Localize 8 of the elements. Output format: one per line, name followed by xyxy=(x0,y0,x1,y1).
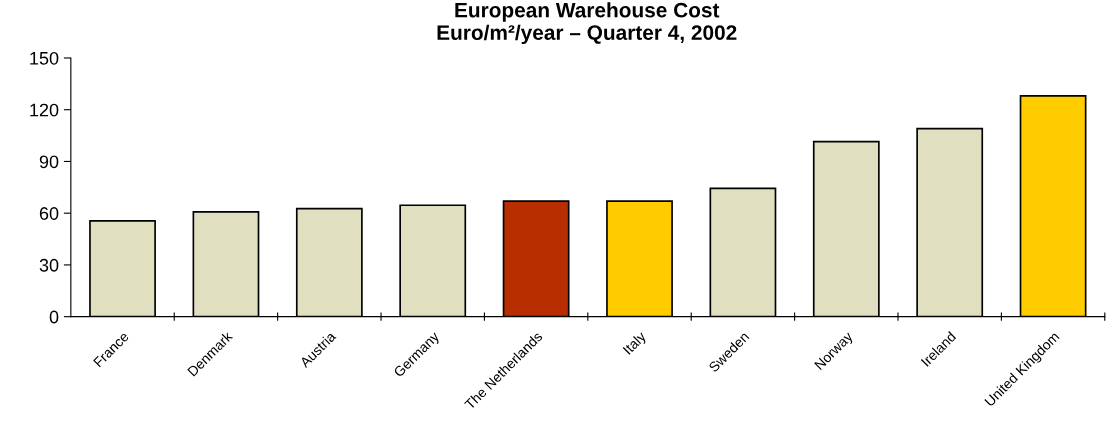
y-tick-label: 60 xyxy=(39,207,59,220)
y-tick-label: 120 xyxy=(30,103,59,117)
y-tick-label: 150 xyxy=(30,51,59,65)
chart-title: European Warehouse Cost Euro/m²/year – Quarter 4, 2002 xyxy=(437,2,737,45)
y-tick-label: 30 xyxy=(39,258,59,272)
x-tick-label: Italy xyxy=(622,330,649,357)
y-tick-label: 90 xyxy=(39,155,59,169)
y-tick-label: 0 xyxy=(49,310,59,324)
